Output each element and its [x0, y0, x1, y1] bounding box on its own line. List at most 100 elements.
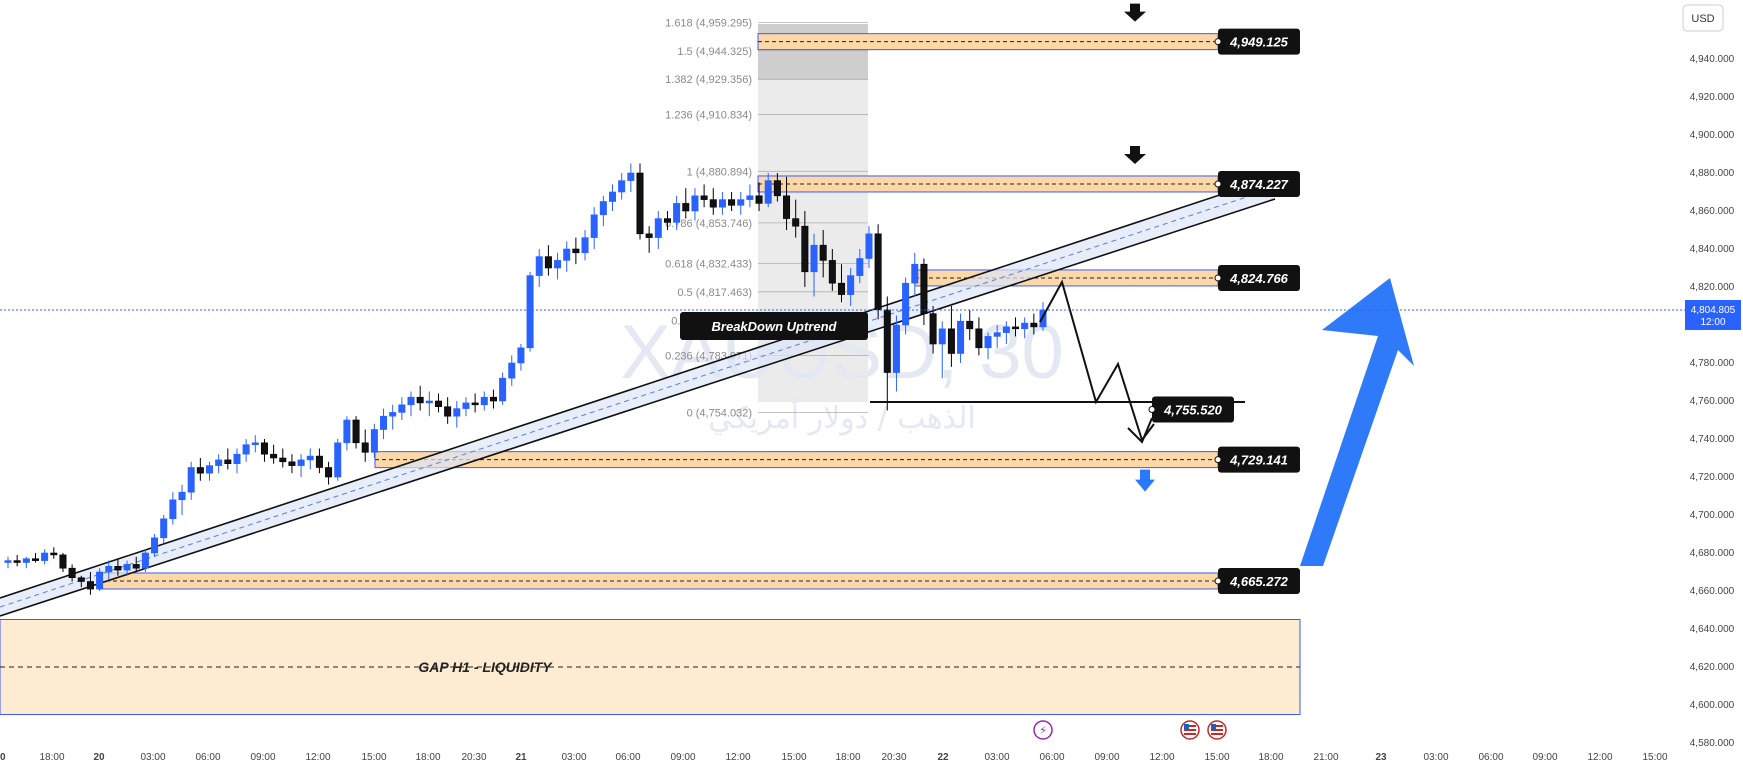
- candle-body: [123, 564, 131, 571]
- candle-body: [114, 565, 122, 571]
- level-tag-label: 4,665.272: [1229, 574, 1289, 589]
- candle-body: [856, 258, 864, 276]
- fib-level-label: 0 (4,754.032): [687, 407, 752, 419]
- candle: [59, 553, 67, 572]
- candle-body: [645, 233, 653, 238]
- candle: [828, 249, 836, 291]
- candle: [151, 534, 159, 557]
- candle: [856, 249, 864, 284]
- candle-body: [50, 552, 58, 556]
- x-tick-label: 09:00: [1532, 752, 1557, 763]
- candle: [462, 397, 470, 417]
- sr-zone: [757, 175, 1219, 193]
- candle: [966, 309, 974, 341]
- candle: [444, 397, 452, 424]
- candle-body: [59, 554, 67, 569]
- candle-body: [947, 328, 955, 354]
- candle-body: [425, 400, 433, 404]
- candle: [508, 355, 516, 386]
- candle: [783, 176, 791, 230]
- candle-body: [773, 180, 781, 197]
- candle: [77, 575, 85, 588]
- uptrend-channel: [0, 180, 1276, 617]
- svg-text:BreakDown Uptrend: BreakDown Uptrend: [712, 319, 838, 334]
- candle-body: [746, 195, 754, 200]
- candle: [416, 385, 424, 411]
- candle-body: [847, 275, 855, 295]
- candle-body: [892, 324, 900, 373]
- candle: [929, 306, 937, 354]
- level-tag-box: [1218, 567, 1300, 594]
- y-tick-label: 4,840.000: [1690, 244, 1735, 255]
- candle: [279, 448, 287, 468]
- candle-body: [242, 444, 250, 455]
- candle: [471, 393, 479, 413]
- candle: [865, 226, 873, 268]
- lightning-event-icon[interactable]: ⚡: [1033, 720, 1053, 740]
- x-tick-label: 23: [1375, 752, 1387, 763]
- candle-body: [389, 412, 397, 417]
- sr-zone: [757, 33, 1219, 51]
- y-tick-label: 4,760.000: [1690, 396, 1735, 407]
- price-axis[interactable]: 4,940.000 4,920.000 4,900.000 4,880.000 4,86…: [1690, 54, 1735, 749]
- candle: [251, 435, 259, 453]
- candle: [260, 439, 268, 462]
- y-tick-label: 4,700.000: [1690, 510, 1735, 521]
- level-tag-anchor: [1214, 456, 1222, 464]
- candle-body: [627, 172, 635, 181]
- candle: [975, 317, 983, 356]
- candle-body: [709, 199, 717, 208]
- candle: [728, 192, 736, 211]
- candle: [13, 554, 21, 567]
- x-tick-label: 20:30: [881, 752, 906, 763]
- candle: [206, 461, 214, 481]
- candle-body: [297, 459, 305, 466]
- candle-body: [499, 377, 507, 402]
- level-tag-box: [1218, 28, 1300, 55]
- projection-arrowhead: [1127, 417, 1153, 444]
- level-tag-anchor: [1214, 180, 1222, 188]
- candle: [389, 404, 397, 430]
- up-arrow-icon: [1135, 469, 1155, 492]
- candle-body: [196, 467, 204, 474]
- x-tick-label: 18:00: [39, 752, 64, 763]
- candle-body: [68, 567, 76, 579]
- y-tick-label: 4,680.000: [1690, 548, 1735, 559]
- time-axis[interactable]: 00 18:00 20 03:00 06:00 09:00 12:00 15:00 18:00 2…: [0, 752, 1668, 763]
- candle: [947, 306, 955, 367]
- currency-button[interactable]: USD: [1682, 4, 1724, 32]
- candle: [892, 315, 900, 392]
- candle: [224, 448, 232, 470]
- candle: [984, 332, 992, 360]
- candle: [544, 245, 552, 276]
- candle: [41, 549, 49, 565]
- svg-text:⚡: ⚡: [1039, 724, 1047, 737]
- candle-body: [453, 408, 461, 417]
- y-tick-label: 4,580.000: [1690, 738, 1735, 749]
- us-flag-event-icon-2[interactable]: [1207, 720, 1227, 740]
- gap-liquidity-zone: GAP H1 - LIQUIDITY: [0, 619, 1301, 715]
- y-tick-label: 4,640.000: [1690, 624, 1735, 635]
- candle-body: [1012, 326, 1020, 330]
- level-tags: 4,949.125 4,874.227 4,824.766 4,755.520 4,72…: [1124, 3, 1300, 594]
- x-tick-label: 21: [515, 752, 527, 763]
- candle: [718, 192, 726, 215]
- candle: [911, 252, 919, 297]
- candle-body: [380, 415, 388, 430]
- candle-body: [792, 218, 800, 227]
- candle: [361, 429, 369, 462]
- candle: [123, 560, 131, 576]
- candle: [178, 484, 186, 515]
- candle: [746, 184, 754, 208]
- candle: [874, 224, 882, 320]
- candle-body: [737, 199, 745, 206]
- x-tick-label: 20:30: [461, 752, 486, 763]
- candle-body: [874, 233, 882, 311]
- candle: [1002, 321, 1010, 344]
- candle: [480, 391, 488, 411]
- x-tick-label: 12:00: [725, 752, 750, 763]
- fib-level-label: 1.382 (4,929.356): [665, 74, 752, 86]
- us-flag-event-icon[interactable]: [1180, 720, 1200, 740]
- candle-body: [444, 406, 452, 417]
